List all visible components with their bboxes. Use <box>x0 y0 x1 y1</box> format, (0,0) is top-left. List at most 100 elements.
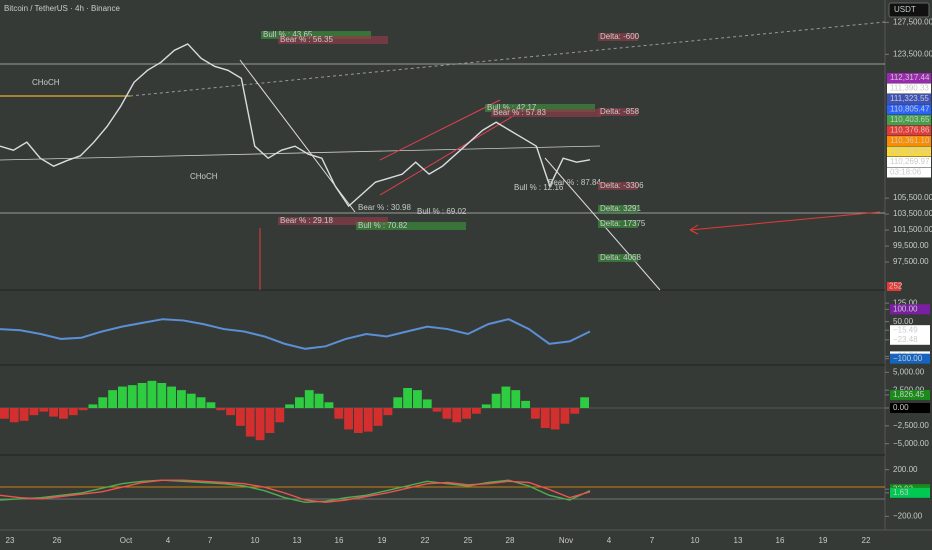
histogram-bar <box>226 408 235 416</box>
oscillator-line <box>0 318 591 350</box>
histogram-bar <box>78 408 88 411</box>
histogram-bar <box>127 385 137 408</box>
histogram-bar <box>275 408 285 423</box>
histogram-bar <box>442 408 452 419</box>
value-tag <box>890 487 930 498</box>
histogram-bar <box>147 380 157 408</box>
price-tag-label: 111,323.55 <box>890 94 929 103</box>
histogram-bar <box>413 390 422 408</box>
histogram-bar <box>255 408 265 441</box>
annotation: Delta: 3291 <box>600 204 641 213</box>
histogram-bar <box>403 388 412 408</box>
price-tag-label: 110,403.65 <box>890 115 930 124</box>
tick-label: 0.00 <box>893 403 909 412</box>
time-label: 13 <box>734 536 743 545</box>
time-label: 4 <box>166 536 171 545</box>
time-label: 26 <box>53 536 62 545</box>
histogram-bar <box>462 408 471 419</box>
trend-line <box>129 21 886 97</box>
histogram-bar <box>236 408 245 426</box>
rsi-line <box>0 479 591 504</box>
annotation-box <box>598 205 638 213</box>
price-tick-label: 97,500.00 <box>893 257 929 266</box>
annotation-box <box>598 182 638 190</box>
price-tag <box>887 125 931 136</box>
histogram-bar <box>422 399 432 408</box>
time-label: 25 <box>464 536 473 545</box>
histogram-bar <box>265 408 275 433</box>
histogram-bar <box>285 404 294 408</box>
annotation: Bull % : 69.02 <box>417 207 467 216</box>
histogram-bar <box>324 402 334 408</box>
histogram-bar <box>245 408 255 437</box>
time-label: 4 <box>607 536 612 545</box>
price-tag-label: 110,361.10 <box>890 136 930 145</box>
arrow-head <box>689 224 699 235</box>
price-tick-label: 127,500.00 <box>893 17 932 26</box>
annotation: CHoCH <box>32 78 60 87</box>
histogram-bar <box>432 408 442 412</box>
histogram-bar <box>373 408 383 426</box>
time-label: 10 <box>691 536 700 545</box>
currency-label[interactable]: USDT <box>894 5 916 14</box>
moving-average <box>0 145 601 161</box>
price-tag-label: 110,324.85 <box>890 147 930 156</box>
tick-label: 1,826.45 <box>893 390 925 399</box>
time-label: 22 <box>862 536 871 545</box>
histogram-bar <box>206 402 216 408</box>
price-line <box>0 43 591 208</box>
price-tag <box>887 157 931 167</box>
annotation: Bull % : 43.65 <box>263 30 313 39</box>
price-tag-label: 110,376.86 <box>890 126 930 135</box>
time-label: 23 <box>6 536 15 545</box>
tick-label: −200.00 <box>893 511 923 520</box>
histogram-bar <box>550 408 560 430</box>
price-tick-label: 105,500.00 <box>893 193 932 202</box>
histogram-bar <box>472 408 481 414</box>
price-tag <box>887 73 931 83</box>
price-tag <box>887 94 931 104</box>
rsi-line <box>0 479 591 504</box>
histogram-bar <box>314 393 324 408</box>
value-tag <box>890 403 930 413</box>
tick-label: −15.49 <box>893 325 918 334</box>
time-label: 7 <box>208 536 213 545</box>
price-tag-label: 03:18:06 <box>890 168 922 177</box>
annotation: Delta: 4068 <box>600 253 641 262</box>
histogram-bar <box>98 397 108 408</box>
histogram-bar <box>452 408 462 423</box>
annotation: Delta: -858 <box>600 107 640 116</box>
histogram-bar <box>295 397 304 408</box>
histogram-bar <box>177 390 186 408</box>
histogram-bar <box>570 408 580 414</box>
price-tag-label: 110,269.97 <box>890 157 930 166</box>
time-label: Nov <box>559 536 573 545</box>
channel-line <box>379 99 501 161</box>
time-label: Oct <box>120 536 133 545</box>
tick-label: 100.00 <box>893 304 918 313</box>
annotation: Bear % : 57.83 <box>493 108 546 117</box>
tick-label: −2,500.00 <box>893 421 929 430</box>
annotation-box <box>278 217 388 225</box>
time-label: 19 <box>819 536 828 545</box>
value-tag <box>890 304 930 315</box>
price-tick-label: 103,500.00 <box>893 209 932 218</box>
annotation: CHoCH <box>190 172 218 181</box>
histogram-bar <box>137 383 147 408</box>
price-tick-label: 123,500.00 <box>893 49 932 58</box>
price-tag <box>887 136 931 146</box>
annotation: Bear % : 30.98 <box>358 203 411 212</box>
annotation-box <box>598 33 638 41</box>
annotation-box <box>261 31 371 39</box>
value-tag <box>890 325 930 336</box>
histogram-bar <box>186 393 196 408</box>
histogram-bar <box>19 408 29 421</box>
arrow <box>689 211 881 231</box>
histogram-bar <box>344 408 353 430</box>
histogram-bar <box>68 408 78 416</box>
time-label: 7 <box>650 536 655 545</box>
currency-button[interactable] <box>888 2 930 18</box>
tick-label: −100.00 <box>893 354 923 363</box>
price-tag <box>887 83 931 94</box>
annotation: Delta: -600 <box>600 32 640 41</box>
